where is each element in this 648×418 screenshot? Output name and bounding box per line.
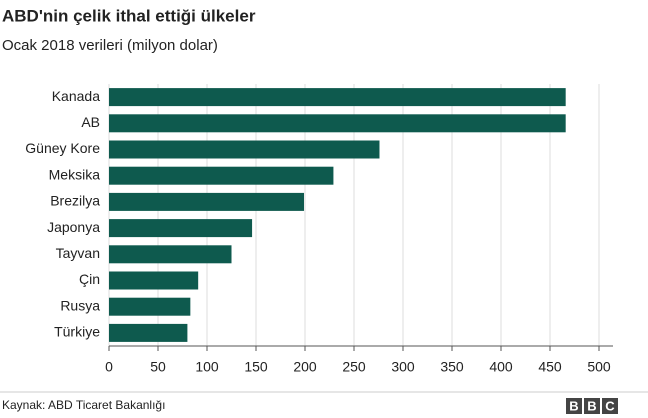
logo-box (602, 398, 618, 414)
x-tick-label: 200 (293, 359, 317, 375)
logo-box (584, 398, 600, 414)
bar (109, 271, 199, 290)
y-tick-label: Çin (79, 271, 100, 287)
y-tick-label: Kanada (52, 88, 100, 104)
x-tick-label: 350 (440, 359, 464, 375)
y-tick-label: Tayvan (56, 245, 100, 261)
x-tick-label: 300 (391, 359, 415, 375)
logo-box (566, 398, 582, 414)
y-tick-label: Japonya (47, 219, 100, 235)
x-tick-label: 450 (538, 359, 562, 375)
y-tick-label: Güney Kore (25, 140, 100, 156)
bar (109, 219, 253, 238)
logo-letter: B (587, 398, 596, 413)
logo-letter: B (569, 398, 578, 413)
x-tick-label: 500 (587, 359, 611, 375)
bar (109, 140, 380, 159)
logo-letter: C (605, 398, 615, 413)
y-tick-label: Brezilya (50, 193, 100, 209)
bar (109, 166, 334, 185)
chart-subtitle: Ocak 2018 verileri (milyon dolar) (2, 37, 218, 54)
bar (109, 88, 566, 107)
x-tick-label: 50 (150, 359, 166, 375)
bar (109, 323, 188, 342)
x-tick-label: 400 (489, 359, 513, 375)
chart-title: ABD'nin çelik ithal ettiği ülkeler (2, 6, 256, 25)
y-tick-label: Türkiye (54, 324, 100, 340)
y-tick-label: Meksika (49, 166, 101, 182)
x-tick-label: 100 (195, 359, 219, 375)
bar (109, 297, 191, 316)
bar (109, 192, 305, 211)
bar (109, 245, 232, 264)
x-tick-label: 150 (244, 359, 268, 375)
bar (109, 114, 566, 133)
y-tick-label: Rusya (60, 297, 100, 313)
x-tick-label: 250 (342, 359, 366, 375)
source: Kaynak: ABD Ticaret Bakanlığı (2, 398, 165, 412)
y-tick-label: AB (81, 114, 100, 130)
x-tick-label: 0 (105, 359, 113, 375)
